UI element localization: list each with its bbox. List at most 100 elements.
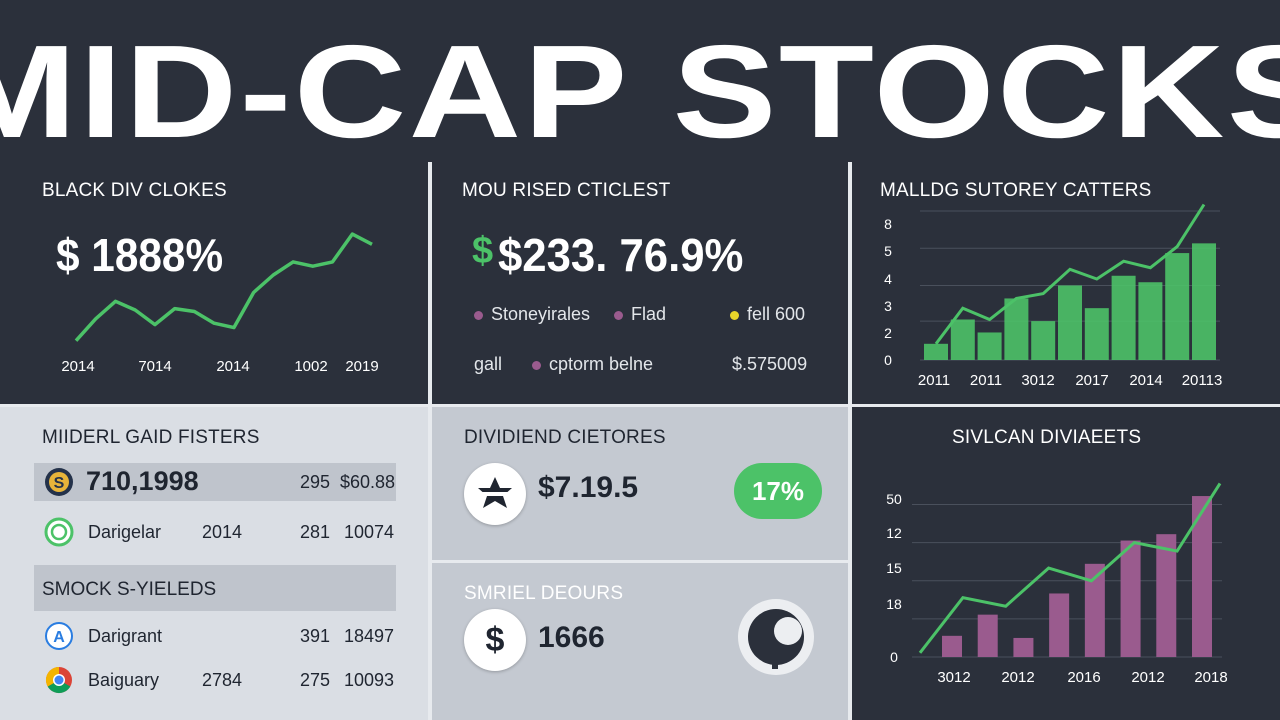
legend-item: fell 600 <box>730 304 805 325</box>
bar <box>1084 563 1105 657</box>
star-icon <box>478 477 512 508</box>
legend-label: Stoneyirales <box>491 304 591 324</box>
y-tick-label: 3 <box>884 298 892 314</box>
line-chart-1: 2014 7014 2014 1002 2019 <box>61 232 379 375</box>
legend-dot <box>730 310 739 320</box>
row-col3: 18497 <box>344 626 395 646</box>
dollar-coin-icon: S <box>45 468 73 496</box>
y-tick-label: 5 <box>884 243 892 259</box>
page-title: MID-CAP STOCKS <box>0 18 1280 165</box>
subheading: SMOCK S-YIELEDS <box>42 579 217 600</box>
row-year: 2014 <box>202 522 243 542</box>
divider-v2 <box>848 162 852 720</box>
series-line <box>74 232 373 342</box>
bar <box>1084 308 1109 360</box>
bar <box>977 332 1002 360</box>
panel-value: $233. 76.9% <box>498 229 744 281</box>
panel-miiderl: MIIDERL GAID FISTERS S 710,1998 295 $60.… <box>0 407 428 720</box>
svg-text:A: A <box>53 629 65 646</box>
divider-h2 <box>432 560 848 563</box>
table-row[interactable]: Darigelar 2014 281 10074 <box>34 513 396 551</box>
row-col2: 295 <box>300 472 331 492</box>
y-tick-label: 0 <box>884 352 892 368</box>
bar <box>1031 321 1056 360</box>
stat-item: cptorm belne <box>532 354 653 375</box>
bar <box>1192 243 1216 360</box>
panel-heading: SIVLCAN DIVIAEETS <box>952 427 1142 448</box>
row-col2: 281 <box>300 522 331 542</box>
row-main: Baiguary <box>88 670 160 690</box>
x-tick-label: 1002 <box>294 358 327 375</box>
bar <box>942 635 962 657</box>
panel-heading: DIVIDIEND CIETORES <box>464 427 666 448</box>
x-tick-label: 2016 <box>1067 669 1100 686</box>
table-row[interactable]: Baiguary 2784 275 10093 <box>34 661 396 699</box>
series-line <box>934 203 1206 345</box>
panel-smriel: SMRIEL DEOURS $ 1666 <box>432 563 848 720</box>
star-logo-icon <box>464 463 526 525</box>
stat-label: gall <box>474 354 503 374</box>
legend-label: fell 600 <box>747 304 806 324</box>
bar-chart-1: 0 2 3 4 5 8 2011 2011 3012 2017 2014 20113 <box>884 203 1223 389</box>
blue-a-icon: A <box>45 622 73 650</box>
y-tick-label: 0 <box>890 649 898 665</box>
bar <box>1049 593 1070 657</box>
stat-value: $.575009 <box>732 354 808 374</box>
green-seal-icon <box>44 517 74 547</box>
y-tick-label: 15 <box>886 560 902 576</box>
row-col2: 275 <box>300 670 331 690</box>
x-tick-label: 2014 <box>216 358 249 375</box>
bar <box>1156 534 1177 657</box>
stat-value: 1666 <box>538 621 605 654</box>
x-tick-label: 3012 <box>937 669 970 686</box>
panel-mou-rised: MOU RISED CTICLEST $ $233. 76.9% Stoneyi… <box>432 162 848 404</box>
bar <box>924 343 948 360</box>
panel-heading: MOU RISED CTICLEST <box>462 180 671 201</box>
bar <box>950 319 975 360</box>
x-tick-label: 2011 <box>918 372 950 389</box>
x-tick-label: 20113 <box>1182 372 1223 389</box>
y-tick-label: 12 <box>886 525 902 541</box>
panel-heading: MIIDERL GAID FISTERS <box>42 427 260 448</box>
legend-dot <box>474 310 483 320</box>
dollar-icon: $ <box>464 609 526 671</box>
y-tick-label: 2 <box>884 325 892 341</box>
x-tick-label: 2018 <box>1194 669 1227 686</box>
row-main: 710,1998 <box>86 466 199 496</box>
dividend-value: $7.19.5 <box>538 471 639 504</box>
bar <box>1013 637 1034 657</box>
panel-black-div: BLACK DIV CLOKES $ 1888% 2014 7014 2014 100… <box>0 162 428 404</box>
series-line <box>918 482 1222 654</box>
panel-heading: BLACK DIV CLOKES <box>42 180 227 201</box>
bar <box>1120 540 1141 657</box>
x-tick-label: 3012 <box>1021 372 1054 389</box>
row-main: Darigelar <box>88 522 162 542</box>
bar <box>1192 496 1212 657</box>
x-tick-label: 2011 <box>970 372 1002 389</box>
table-row[interactable]: S 710,1998 295 $60.88 <box>34 463 396 501</box>
divider-v1 <box>428 162 432 720</box>
green-dollar: $ <box>472 230 494 272</box>
x-tick-label: 2012 <box>1001 669 1034 686</box>
panel-dividiend: DIVIDIEND CIETORES $7.19.5 17% <box>432 407 848 560</box>
bar <box>1004 298 1029 360</box>
moon-badge-icon <box>738 599 814 675</box>
panel-heading: MALLDG SUTOREY CATTERS <box>880 180 1152 201</box>
svg-text:S: S <box>54 475 65 492</box>
table-row[interactable]: A Darigrant 391 18497 <box>34 617 396 655</box>
legend-item: Flad <box>614 304 666 325</box>
row-col3: 10093 <box>344 670 395 690</box>
row-main: Darigrant <box>88 626 163 646</box>
x-tick-label: 2014 <box>61 358 94 375</box>
x-tick-label: 7014 <box>138 358 171 375</box>
panel-sivlcan: SIVLCAN DIVIAEETS 0 18 15 12 50 3012 2012 2016… <box>852 407 1280 720</box>
row-col3: 10074 <box>344 522 395 542</box>
percent-badge: 17% <box>734 463 822 519</box>
x-tick-label: 2019 <box>345 358 378 375</box>
bar <box>1138 282 1163 360</box>
y-tick-label: 50 <box>886 491 902 507</box>
chrome-icon <box>45 666 72 694</box>
legend-item: Stoneyirales <box>474 304 590 325</box>
x-tick-label: 2014 <box>1129 372 1162 389</box>
